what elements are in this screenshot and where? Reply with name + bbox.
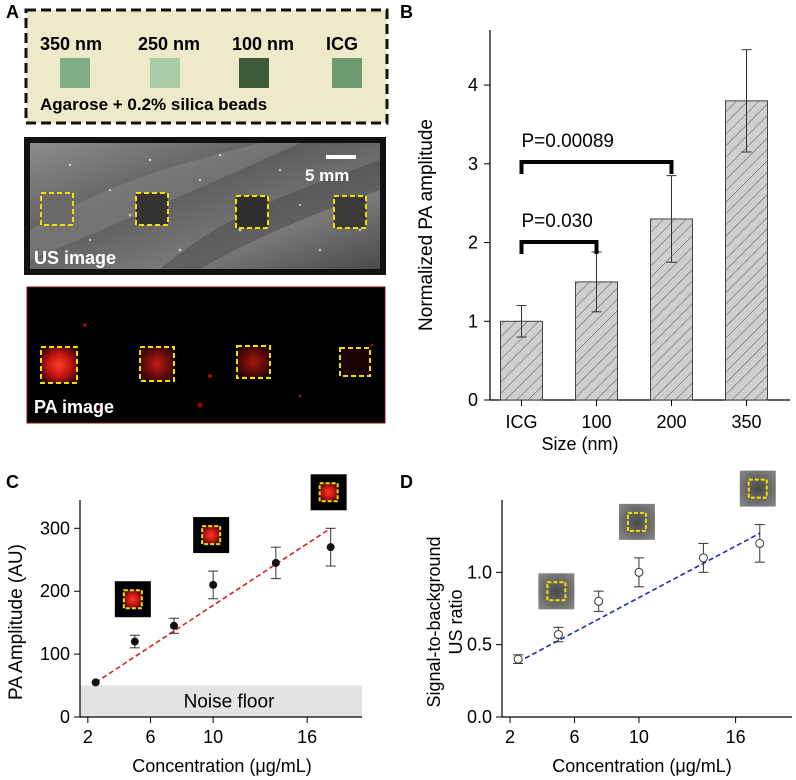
chart-c-data-point [130, 637, 139, 646]
chart-b-ytick-label: 0 [468, 390, 478, 410]
chart-d-inset-roi [747, 478, 768, 499]
sample-label-100: 100 nm [232, 34, 294, 54]
chart-b-bar [575, 281, 618, 401]
chart-d-ytick-label: 0.0 [467, 707, 492, 727]
chart-c-ytick-label: 100 [40, 644, 70, 664]
chart-c-inset-image [114, 581, 151, 618]
chart-c-inset-roi [122, 589, 143, 610]
scale-bar-label: 5 mm [305, 166, 349, 185]
chart-d-inset-roi [546, 581, 567, 602]
us-image-label: US image [34, 248, 116, 268]
chart-b-ytick-label: 3 [468, 154, 478, 174]
chart-c-ytick-label: 300 [40, 518, 70, 538]
chart-b-ytick-label: 1 [468, 311, 478, 331]
chart-b-xtick-label: 100 [581, 412, 611, 432]
chart-d-xtick-label: 10 [629, 727, 649, 747]
chart-c-inset-signal [202, 526, 221, 545]
chart-d-xtick-label: 2 [505, 727, 515, 747]
chart-b-xtick-label: ICG [505, 412, 537, 432]
chart-d-xtick-label: 6 [569, 727, 579, 747]
chart-c-inset-image [193, 517, 230, 554]
chart-b-ylabel: Normalized PA amplitude [416, 119, 437, 331]
chart-b-xtick-label: 200 [656, 412, 686, 432]
chart-c-inset-roi [318, 482, 339, 503]
chart-b-xtick-label: 350 [731, 412, 761, 432]
phantom-caption: Agarose + 0.2% silica beads [40, 95, 267, 114]
chart-d-data-point [698, 553, 708, 563]
phantom-photo: 350 nm 250 nm 100 nm ICG Agarose + 0.2% … [24, 8, 389, 125]
chart-b-bar [650, 218, 693, 401]
chart-d-ylabel2: US ratio [446, 589, 466, 654]
sample-swatch-250 [150, 58, 180, 88]
chart-d-xlabel: Concentration (μg/mL) [552, 756, 731, 776]
chart-c-xtick-label: 16 [297, 727, 317, 747]
chart-b-bar [725, 100, 768, 401]
sample-swatch-icg [332, 58, 362, 88]
chart-d-ytick-label: 0.5 [467, 635, 492, 655]
sample-label-350: 350 nm [40, 34, 102, 54]
sample-swatch-100 [239, 58, 269, 88]
chart-c-noise-floor [80, 685, 362, 717]
chart-c-data-point [271, 558, 280, 567]
chart-b-xlabel: Size (nm) [541, 434, 618, 454]
panel-letter-b: B [400, 2, 413, 22]
chart-c-ylabel: PA Amplitude (AU) [6, 544, 27, 700]
chart-d-inset-image [739, 470, 776, 507]
chart-c-noise-floor-label: Noise floor [184, 692, 275, 713]
chart-c-ytick-label: 200 [40, 581, 70, 601]
chart-c-inset-signal [123, 590, 142, 609]
us-image: 5 mm US image [24, 137, 386, 275]
chart-c-ytick-label: 0 [60, 707, 70, 727]
pa-image: PA image [26, 286, 386, 424]
chart-c-data-point [170, 621, 178, 630]
chart-c-data-point [209, 580, 218, 589]
chart-d-data-point [553, 630, 563, 640]
chart-d-ylabel: Signal-to-background [424, 536, 444, 707]
chart-d-fit-line [517, 532, 761, 663]
chart-c-inset-signal [319, 483, 338, 502]
chart-c-inset-roi [201, 525, 222, 546]
chart-d-ytick-label: 1.0 [467, 562, 492, 582]
chart-d-data-point [634, 567, 644, 577]
chart-d-xtick-label: 16 [726, 727, 746, 747]
sample-swatch-350 [60, 58, 90, 88]
chart-d-data-point [755, 538, 765, 548]
chart-b-ytick-label: 4 [468, 75, 478, 95]
chart-d-inset-image [538, 573, 575, 610]
panel-letter-c: C [6, 472, 19, 492]
chart-c-inset-image [310, 474, 347, 511]
chart-c-xtick-label: 2 [83, 727, 93, 747]
chart-b-significance-bracket [519, 160, 674, 174]
chart-d-inset-roi [626, 511, 647, 532]
chart-d-inset-image [618, 503, 655, 540]
chart-b-annotation: P=0.00089 [522, 131, 614, 152]
chart-c-fit-line [95, 527, 332, 684]
chart-d-data-point [513, 654, 523, 664]
panel-letter-a: A [6, 2, 19, 22]
chart-c-data-point [326, 543, 335, 552]
chart-c-xlabel: Concentration (μg/mL) [132, 756, 311, 776]
chart-c-xtick-label: 10 [203, 727, 223, 747]
chart-c-data-point [91, 678, 100, 687]
chart-b-ytick-label: 2 [468, 233, 478, 253]
panel-letter-d: D [400, 472, 413, 492]
chart-b-significance-bracket [519, 240, 599, 254]
chart-b-annotation: P=0.030 [522, 211, 593, 232]
chart-b-bar [500, 320, 543, 401]
sample-label-icg: ICG [326, 34, 358, 54]
pa-image-label: PA image [34, 397, 114, 417]
chart-c-xtick-label: 6 [145, 727, 155, 747]
chart-d-data-point [594, 596, 604, 606]
sample-label-250: 250 nm [138, 34, 200, 54]
